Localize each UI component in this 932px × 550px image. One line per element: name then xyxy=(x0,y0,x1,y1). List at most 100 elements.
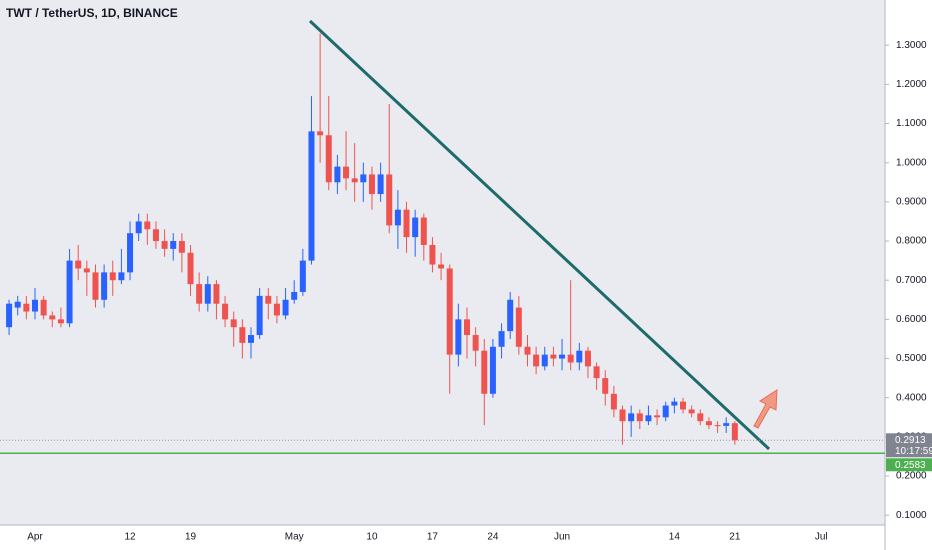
candle-body xyxy=(576,350,583,363)
candle-body xyxy=(386,174,393,226)
candle-body xyxy=(32,299,38,312)
x-tick-label: 14 xyxy=(669,532,681,543)
y-tick-label: 1.0000 xyxy=(896,157,927,168)
y-tick-label: 1.2000 xyxy=(896,79,927,90)
candle-body xyxy=(144,221,151,230)
candle-body xyxy=(230,319,237,328)
candle-body xyxy=(308,131,315,261)
candle-body xyxy=(559,354,566,359)
support-price-box xyxy=(886,458,932,472)
candle-body xyxy=(66,260,73,324)
candle-body xyxy=(187,252,194,285)
candle-body xyxy=(360,174,367,183)
candle-body xyxy=(204,284,211,304)
y-tick-label: 0.6000 xyxy=(896,314,927,325)
candle-body xyxy=(75,260,82,269)
candle-body xyxy=(334,166,341,183)
candle-body xyxy=(57,319,64,324)
candle-body xyxy=(118,272,125,281)
trend-line xyxy=(308,19,771,451)
candle-body xyxy=(178,241,185,253)
candle-body xyxy=(213,284,220,304)
candle-body xyxy=(83,268,90,273)
candle-body xyxy=(325,135,332,183)
candle-body xyxy=(6,303,13,328)
candle-body xyxy=(705,421,712,426)
candle-body xyxy=(472,335,479,351)
candle-body xyxy=(317,131,324,136)
candle-body xyxy=(23,303,30,312)
candle-body xyxy=(731,423,738,441)
candle-body xyxy=(567,354,574,363)
candle-body xyxy=(265,295,272,304)
x-tick-label: Jul xyxy=(815,532,828,543)
x-tick-label: May xyxy=(285,532,304,543)
last-price-box xyxy=(886,433,932,458)
candle-body xyxy=(507,299,514,332)
candle-body xyxy=(170,241,177,249)
candle-body xyxy=(671,401,678,406)
candle-body xyxy=(464,319,470,336)
candle-body xyxy=(602,378,609,394)
candle-body xyxy=(127,233,134,273)
x-tick-label: 12 xyxy=(124,532,136,543)
y-tick-label: 1.1000 xyxy=(896,118,927,129)
candle-body xyxy=(498,331,505,347)
candle-body xyxy=(351,178,358,183)
candle-body xyxy=(248,335,254,343)
candle-body xyxy=(619,409,626,422)
candle-body xyxy=(40,299,47,316)
y-tick-label: 0.2000 xyxy=(896,471,927,482)
arrow-annotation xyxy=(753,389,778,429)
candle-body xyxy=(412,217,419,238)
candle-body xyxy=(368,174,375,195)
candle-body xyxy=(550,354,557,359)
candle-body xyxy=(282,299,289,316)
y-tick-label: 0.8000 xyxy=(896,236,927,247)
candle-body xyxy=(654,415,661,418)
chart-title: TWT / TetherUS, 1D, BINANCE xyxy=(6,6,178,20)
candle-body xyxy=(455,319,462,355)
countdown-label: 10:17:59 xyxy=(895,446,932,457)
candle-body xyxy=(222,303,229,320)
candle-body xyxy=(420,217,427,245)
candle-body xyxy=(239,327,246,343)
candle-body xyxy=(610,393,617,410)
candle-body xyxy=(541,354,548,367)
candle-body xyxy=(628,413,635,422)
candle-body xyxy=(109,272,116,281)
x-tick-label: Apr xyxy=(27,532,43,543)
candle-body xyxy=(636,413,643,422)
candle-body xyxy=(161,241,168,249)
candle-body xyxy=(92,272,99,300)
candle-body xyxy=(688,409,695,414)
candle-body xyxy=(152,229,159,242)
candle-body xyxy=(446,268,453,355)
candle-body xyxy=(662,405,669,418)
candle-body xyxy=(49,315,56,320)
candle-body xyxy=(403,209,410,238)
candle-body xyxy=(489,346,496,394)
y-tick-label: 0.7000 xyxy=(896,275,927,286)
x-tick-label: 19 xyxy=(185,532,197,543)
candle-body xyxy=(343,166,350,179)
candle-body xyxy=(593,366,600,379)
candle-body xyxy=(584,350,591,367)
y-tick-label: 0.1000 xyxy=(896,510,927,521)
y-tick-label: 0.5000 xyxy=(896,353,927,364)
x-tick-label: 21 xyxy=(729,532,741,543)
candle-body xyxy=(256,295,263,336)
candle-body xyxy=(714,425,721,427)
x-tick-label: 10 xyxy=(366,532,378,543)
support-price-label: 0.2583 xyxy=(895,460,926,471)
candle-body xyxy=(377,174,384,195)
candle-body xyxy=(438,264,445,269)
candle-body xyxy=(524,346,531,355)
candle-body xyxy=(394,209,401,226)
y-tick-label: 1.3000 xyxy=(896,40,927,51)
time-axis xyxy=(0,525,885,550)
candle-body xyxy=(273,303,280,316)
x-tick-label: 24 xyxy=(487,532,499,543)
candle-body xyxy=(697,413,704,422)
